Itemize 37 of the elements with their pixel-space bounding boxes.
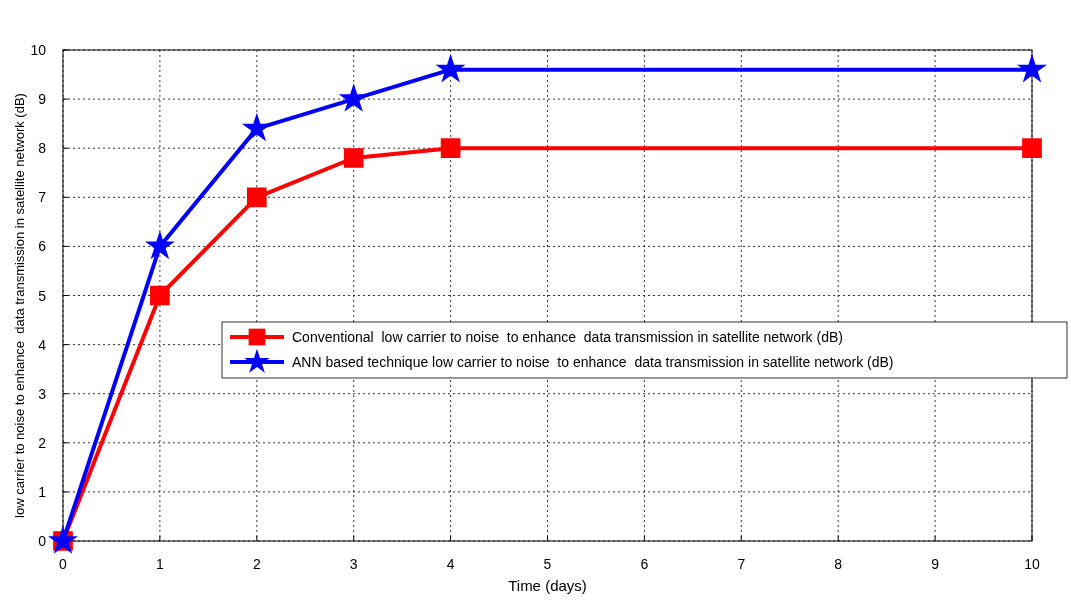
x-tick-label: 7 xyxy=(737,556,746,572)
y-tick-label: 4 xyxy=(38,336,47,353)
point xyxy=(1022,138,1042,159)
x-tick-label: 6 xyxy=(640,556,649,572)
y-tick-label: 5 xyxy=(38,287,47,304)
y-tick-label: 7 xyxy=(38,189,47,206)
point xyxy=(1018,55,1046,82)
y-tick-label: 10 xyxy=(30,42,47,58)
point xyxy=(49,526,77,553)
y-tick-label: 8 xyxy=(38,140,47,157)
point xyxy=(343,148,364,168)
point xyxy=(243,114,271,141)
y-tick-label: 6 xyxy=(38,238,47,255)
point xyxy=(437,55,465,82)
legend-label: ANN based technique low carrier to noise to enhance data transmission in satellite network (dB) xyxy=(292,354,894,370)
point xyxy=(146,232,174,258)
y-tick-label: 0 xyxy=(38,533,47,549)
y-tick-label: 2 xyxy=(38,434,47,451)
y-tick-label: 1 xyxy=(38,483,47,500)
x-tick-label: 4 xyxy=(446,556,455,572)
x-tick-label: 10 xyxy=(1024,556,1040,572)
y-tick-label: 9 xyxy=(38,91,47,108)
x-tick-label: 8 xyxy=(834,556,843,572)
x-axis-title: Time (days) xyxy=(508,577,587,594)
x-tick-label: 2 xyxy=(252,556,261,572)
x-tick-label: 9 xyxy=(931,556,940,572)
x-tick-label: 0 xyxy=(59,556,68,572)
point xyxy=(440,138,461,159)
x-tick-label: 1 xyxy=(156,556,164,572)
y-axis-title: low carrier to noise to enhance data transmission in satellite network (dB) xyxy=(12,93,27,518)
point xyxy=(246,187,267,208)
y-tick-label: 3 xyxy=(38,385,47,402)
legend-label: Conventional low carrier to noise to enhance data transmission in satellite network (dB) xyxy=(292,329,843,345)
point xyxy=(340,85,368,111)
x-tick-label: 5 xyxy=(543,556,552,572)
point xyxy=(150,285,170,306)
x-tick-label: 3 xyxy=(349,556,358,572)
